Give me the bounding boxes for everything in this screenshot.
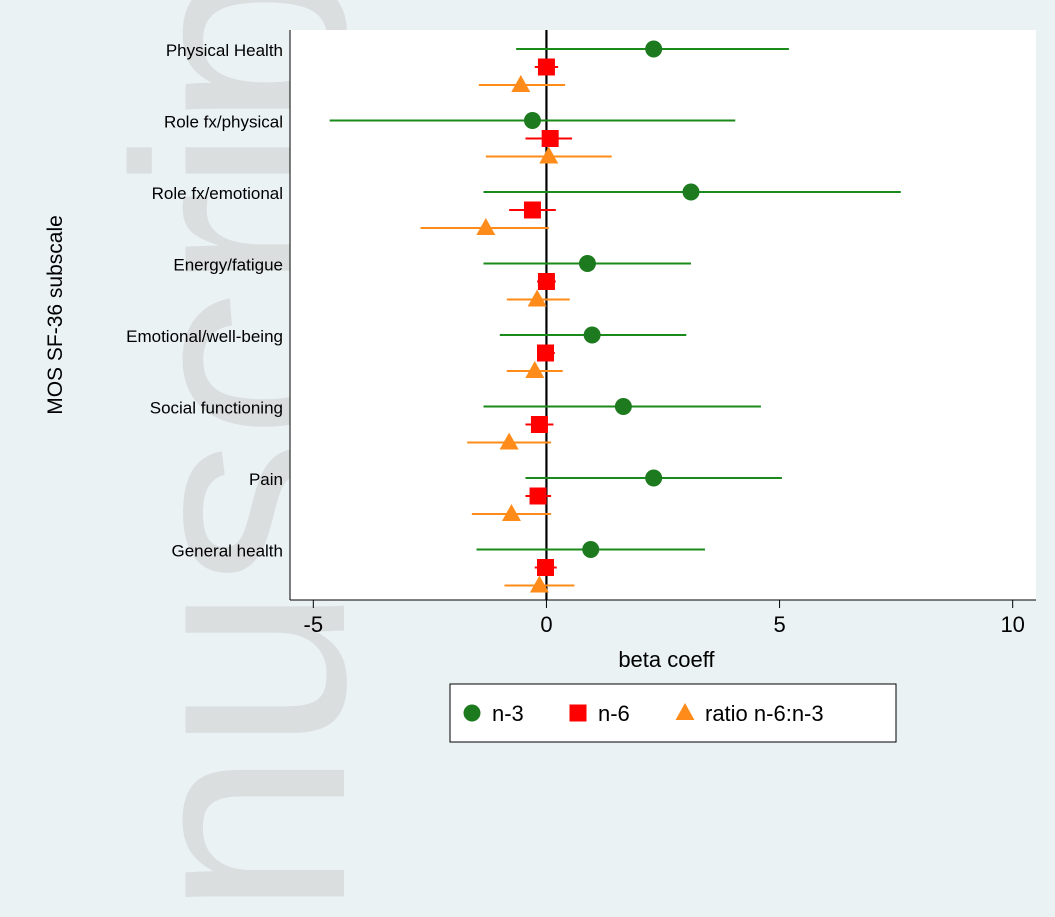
n6-marker: [541, 130, 559, 147]
ratio-marker: [525, 361, 545, 378]
n6-marker: [537, 559, 555, 576]
forest-plot: -5 0 5 10 beta coeff MOS SF-36 subscale Physic…: [44, 30, 1036, 743]
n3-marker: [645, 40, 663, 58]
ratio-marker: [529, 575, 549, 593]
n3-marker: [523, 112, 541, 129]
n3-marker: [682, 183, 700, 201]
n6-marker: [537, 344, 555, 362]
category-label: Social functioning: [150, 399, 283, 418]
n3-marker: [582, 541, 600, 558]
category-label: Role fx/physical: [164, 113, 283, 132]
legend-n6-marker: [569, 704, 587, 722]
plot-area: [290, 30, 1036, 600]
x-tick-label: 10: [1000, 612, 1024, 637]
legend-label: n-3: [492, 701, 524, 726]
ratio-marker: [539, 146, 559, 164]
x-tick-label: -5: [304, 612, 324, 637]
n3-marker: [614, 398, 632, 415]
x-tick-label: 5: [773, 612, 785, 637]
x-tick-label: 0: [540, 612, 552, 637]
n6-marker: [530, 416, 548, 433]
n6-marker: [537, 273, 555, 290]
ratio-marker: [511, 75, 531, 92]
category-label: Emotional/well-being: [126, 327, 283, 346]
n6-marker: [523, 201, 541, 219]
legend-label: ratio n-6:n-3: [705, 701, 824, 726]
category-label: General health: [171, 542, 283, 561]
n6-marker: [529, 487, 547, 505]
n3-marker: [583, 326, 601, 344]
n3-marker: [578, 255, 596, 272]
n6-marker: [537, 58, 555, 76]
n3-marker: [645, 469, 663, 487]
y-axis-title: MOS SF-36 subscale: [44, 215, 67, 415]
category-label: Physical Health: [166, 41, 283, 60]
ratio-marker: [527, 289, 547, 307]
category-label: Role fx/emotional: [152, 184, 283, 203]
ratio-marker: [476, 218, 496, 235]
x-axis-title: beta coeff: [618, 647, 715, 672]
ratio-marker: [501, 504, 521, 521]
category-label: Pain: [249, 470, 283, 489]
legend-n3-marker: [463, 704, 481, 722]
legend-box: [449, 683, 897, 743]
ratio-marker: [499, 432, 519, 450]
legend-label: n-6: [598, 701, 630, 726]
category-label: Energy/fatigue: [173, 256, 283, 275]
legend-ratio-marker: [675, 703, 695, 720]
